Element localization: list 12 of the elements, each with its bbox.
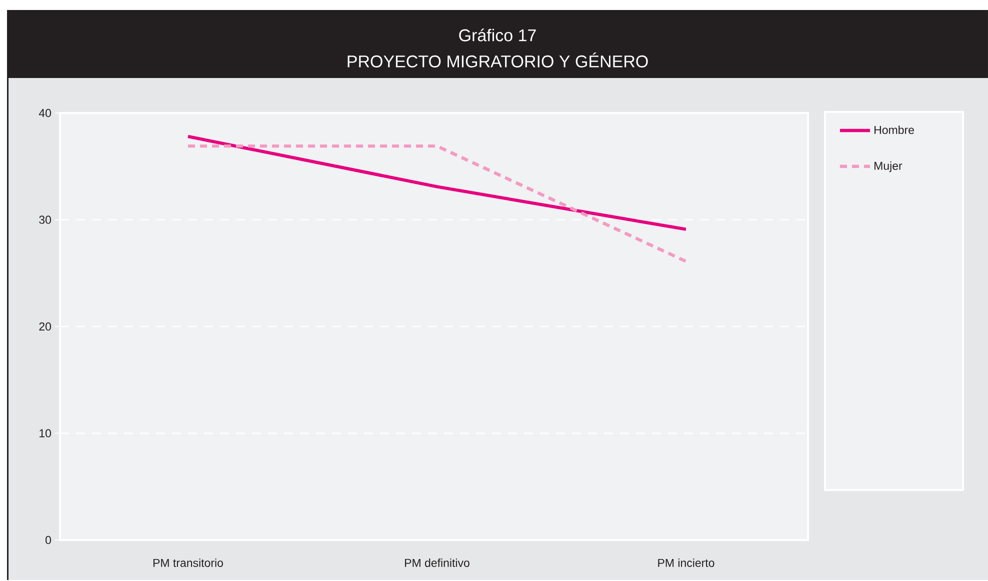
- y-tick-label: 10: [40, 429, 52, 438]
- legend-label: Mujer: [874, 162, 902, 172]
- x-tick-label: PM definitivo: [405, 558, 470, 568]
- x-tick-label: PM incierto: [658, 558, 714, 568]
- chart-subtitle: PROYECTO MIGRATORIO Y GÉNERO: [348, 52, 648, 68]
- x-tick-label: PM transitorio: [153, 558, 223, 568]
- y-tick-label: 0: [46, 536, 52, 544]
- y-tick-label: 40: [38, 109, 52, 118]
- legend-label: Hombre: [874, 126, 914, 134]
- chart-title: Gráfico 17: [459, 28, 536, 42]
- y-tick-label: 20: [39, 322, 52, 331]
- y-tick-label: 30: [39, 216, 52, 224]
